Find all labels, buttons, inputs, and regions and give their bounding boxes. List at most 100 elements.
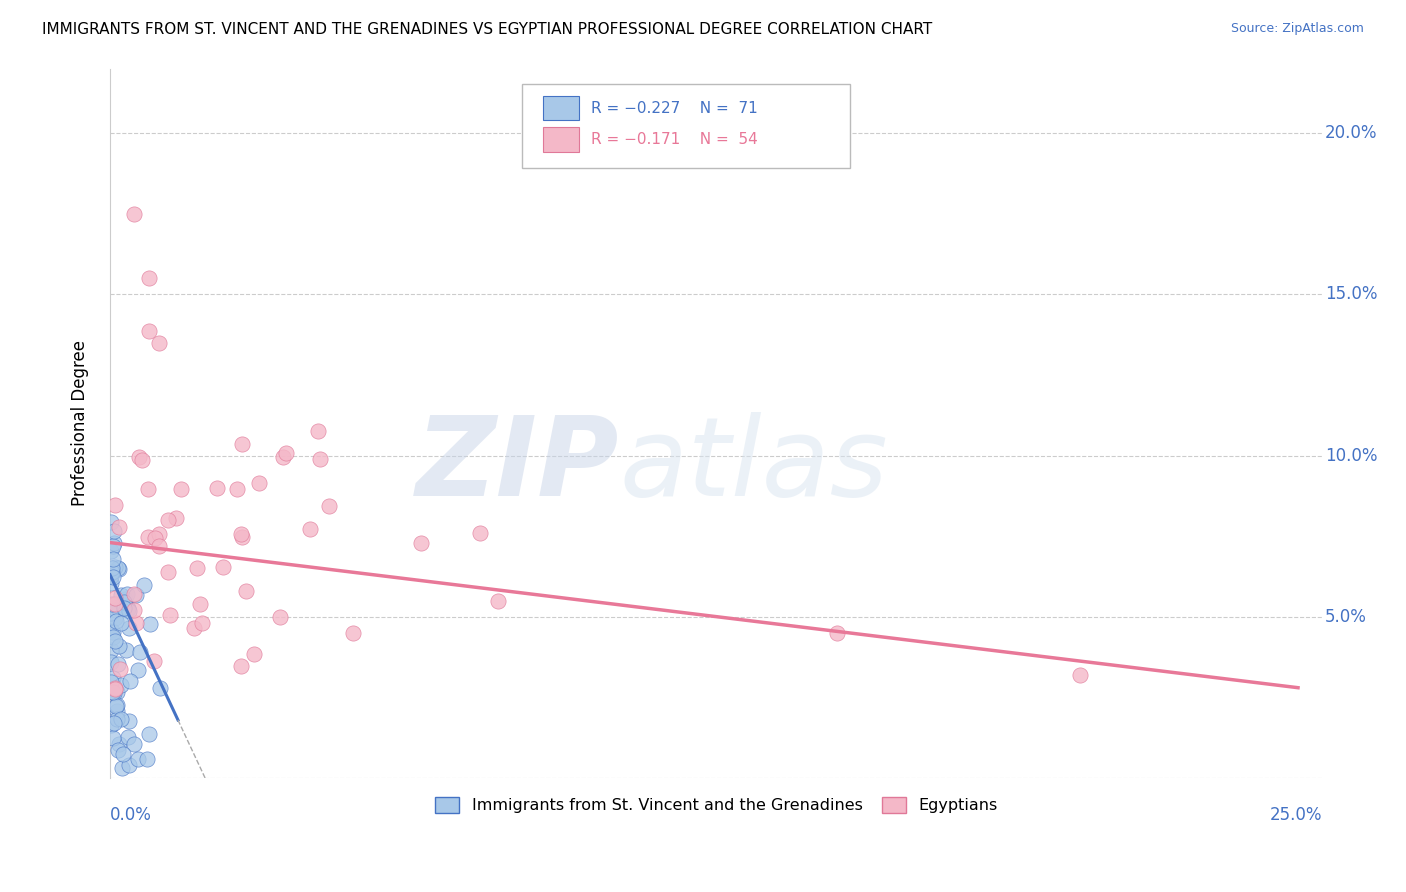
Point (107, 601, 129, 615)
Point (276, 446, 298, 460)
Point (231, 530, 253, 544)
Point (103, 685, 125, 699)
Point (409, 536, 432, 550)
Point (104, 598, 127, 612)
Point (103, 552, 125, 566)
Point (205, 481, 228, 495)
Point (118, 758, 141, 772)
Point (188, 597, 211, 611)
Point (247, 475, 270, 490)
Point (273, 450, 295, 465)
Point (148, 539, 170, 553)
Point (138, 727, 160, 741)
Point (110, 678, 132, 692)
Point (342, 626, 364, 640)
Point (104, 682, 127, 697)
Point (212, 560, 235, 574)
Point (101, 731, 124, 746)
Point (170, 482, 193, 496)
Point (103, 524, 125, 538)
Point (159, 608, 181, 623)
Y-axis label: Professional Degree: Professional Degree (72, 340, 89, 507)
Point (117, 587, 139, 601)
Point (307, 424, 329, 438)
Point (110, 615, 132, 630)
Point (100, 643, 122, 657)
Point (104, 591, 127, 605)
Text: R = −0.171    N =  54: R = −0.171 N = 54 (592, 132, 758, 147)
Point (104, 602, 127, 616)
Point (135, 752, 157, 766)
Text: atlas: atlas (619, 412, 887, 519)
Point (105, 699, 128, 714)
Point (105, 712, 128, 726)
Point (127, 752, 149, 766)
Bar (543, 128, 579, 152)
Point (100, 565, 122, 579)
Point (124, 587, 146, 601)
Point (129, 644, 152, 658)
Point (118, 604, 141, 618)
Point (101, 561, 124, 575)
Point (190, 615, 212, 630)
Point (104, 610, 127, 624)
Point (117, 730, 139, 744)
Point (235, 584, 257, 599)
Point (100, 718, 122, 732)
Point (124, 615, 146, 630)
Point (100, 623, 122, 637)
Point (243, 647, 266, 661)
Point (149, 681, 172, 695)
Point (127, 663, 149, 677)
Point (101, 570, 124, 584)
Point (148, 335, 170, 350)
Point (269, 609, 291, 624)
Point (100, 655, 122, 669)
Text: 5.0%: 5.0% (1324, 607, 1367, 626)
Point (110, 589, 132, 603)
Point (107, 742, 129, 756)
Point (101, 684, 124, 698)
Point (118, 714, 141, 728)
Text: ZIP: ZIP (416, 412, 619, 519)
Point (165, 510, 187, 524)
Point (132, 578, 155, 592)
Point (231, 437, 253, 451)
Text: 15.0%: 15.0% (1324, 285, 1378, 303)
Point (117, 601, 139, 615)
Point (143, 654, 166, 668)
Point (108, 662, 131, 676)
Bar (543, 96, 579, 120)
Point (100, 515, 122, 529)
Text: 20.0%: 20.0% (1324, 124, 1378, 142)
Point (229, 659, 252, 673)
Point (101, 671, 124, 685)
Point (125, 588, 148, 602)
Point (110, 712, 132, 726)
Point (101, 625, 124, 640)
Point (136, 482, 159, 496)
Point (100, 675, 122, 690)
Point (486, 593, 509, 607)
Point (104, 614, 127, 628)
Point (112, 600, 135, 615)
Text: 25.0%: 25.0% (1270, 806, 1322, 824)
Point (111, 760, 134, 774)
Point (103, 535, 125, 549)
Point (114, 592, 136, 607)
Point (107, 657, 129, 671)
Point (138, 324, 160, 338)
Point (101, 539, 124, 553)
Point (100, 543, 122, 558)
Point (105, 685, 128, 699)
Point (101, 597, 124, 611)
Point (226, 482, 249, 496)
Legend: Immigrants from St. Vincent and the Grenadines, Egyptians: Immigrants from St. Vincent and the Gren… (429, 791, 1004, 820)
Point (101, 630, 124, 644)
Point (108, 562, 131, 576)
Text: 0.0%: 0.0% (110, 806, 152, 824)
Point (104, 499, 127, 513)
Point (124, 207, 146, 221)
Point (104, 634, 127, 648)
FancyBboxPatch shape (522, 84, 849, 168)
